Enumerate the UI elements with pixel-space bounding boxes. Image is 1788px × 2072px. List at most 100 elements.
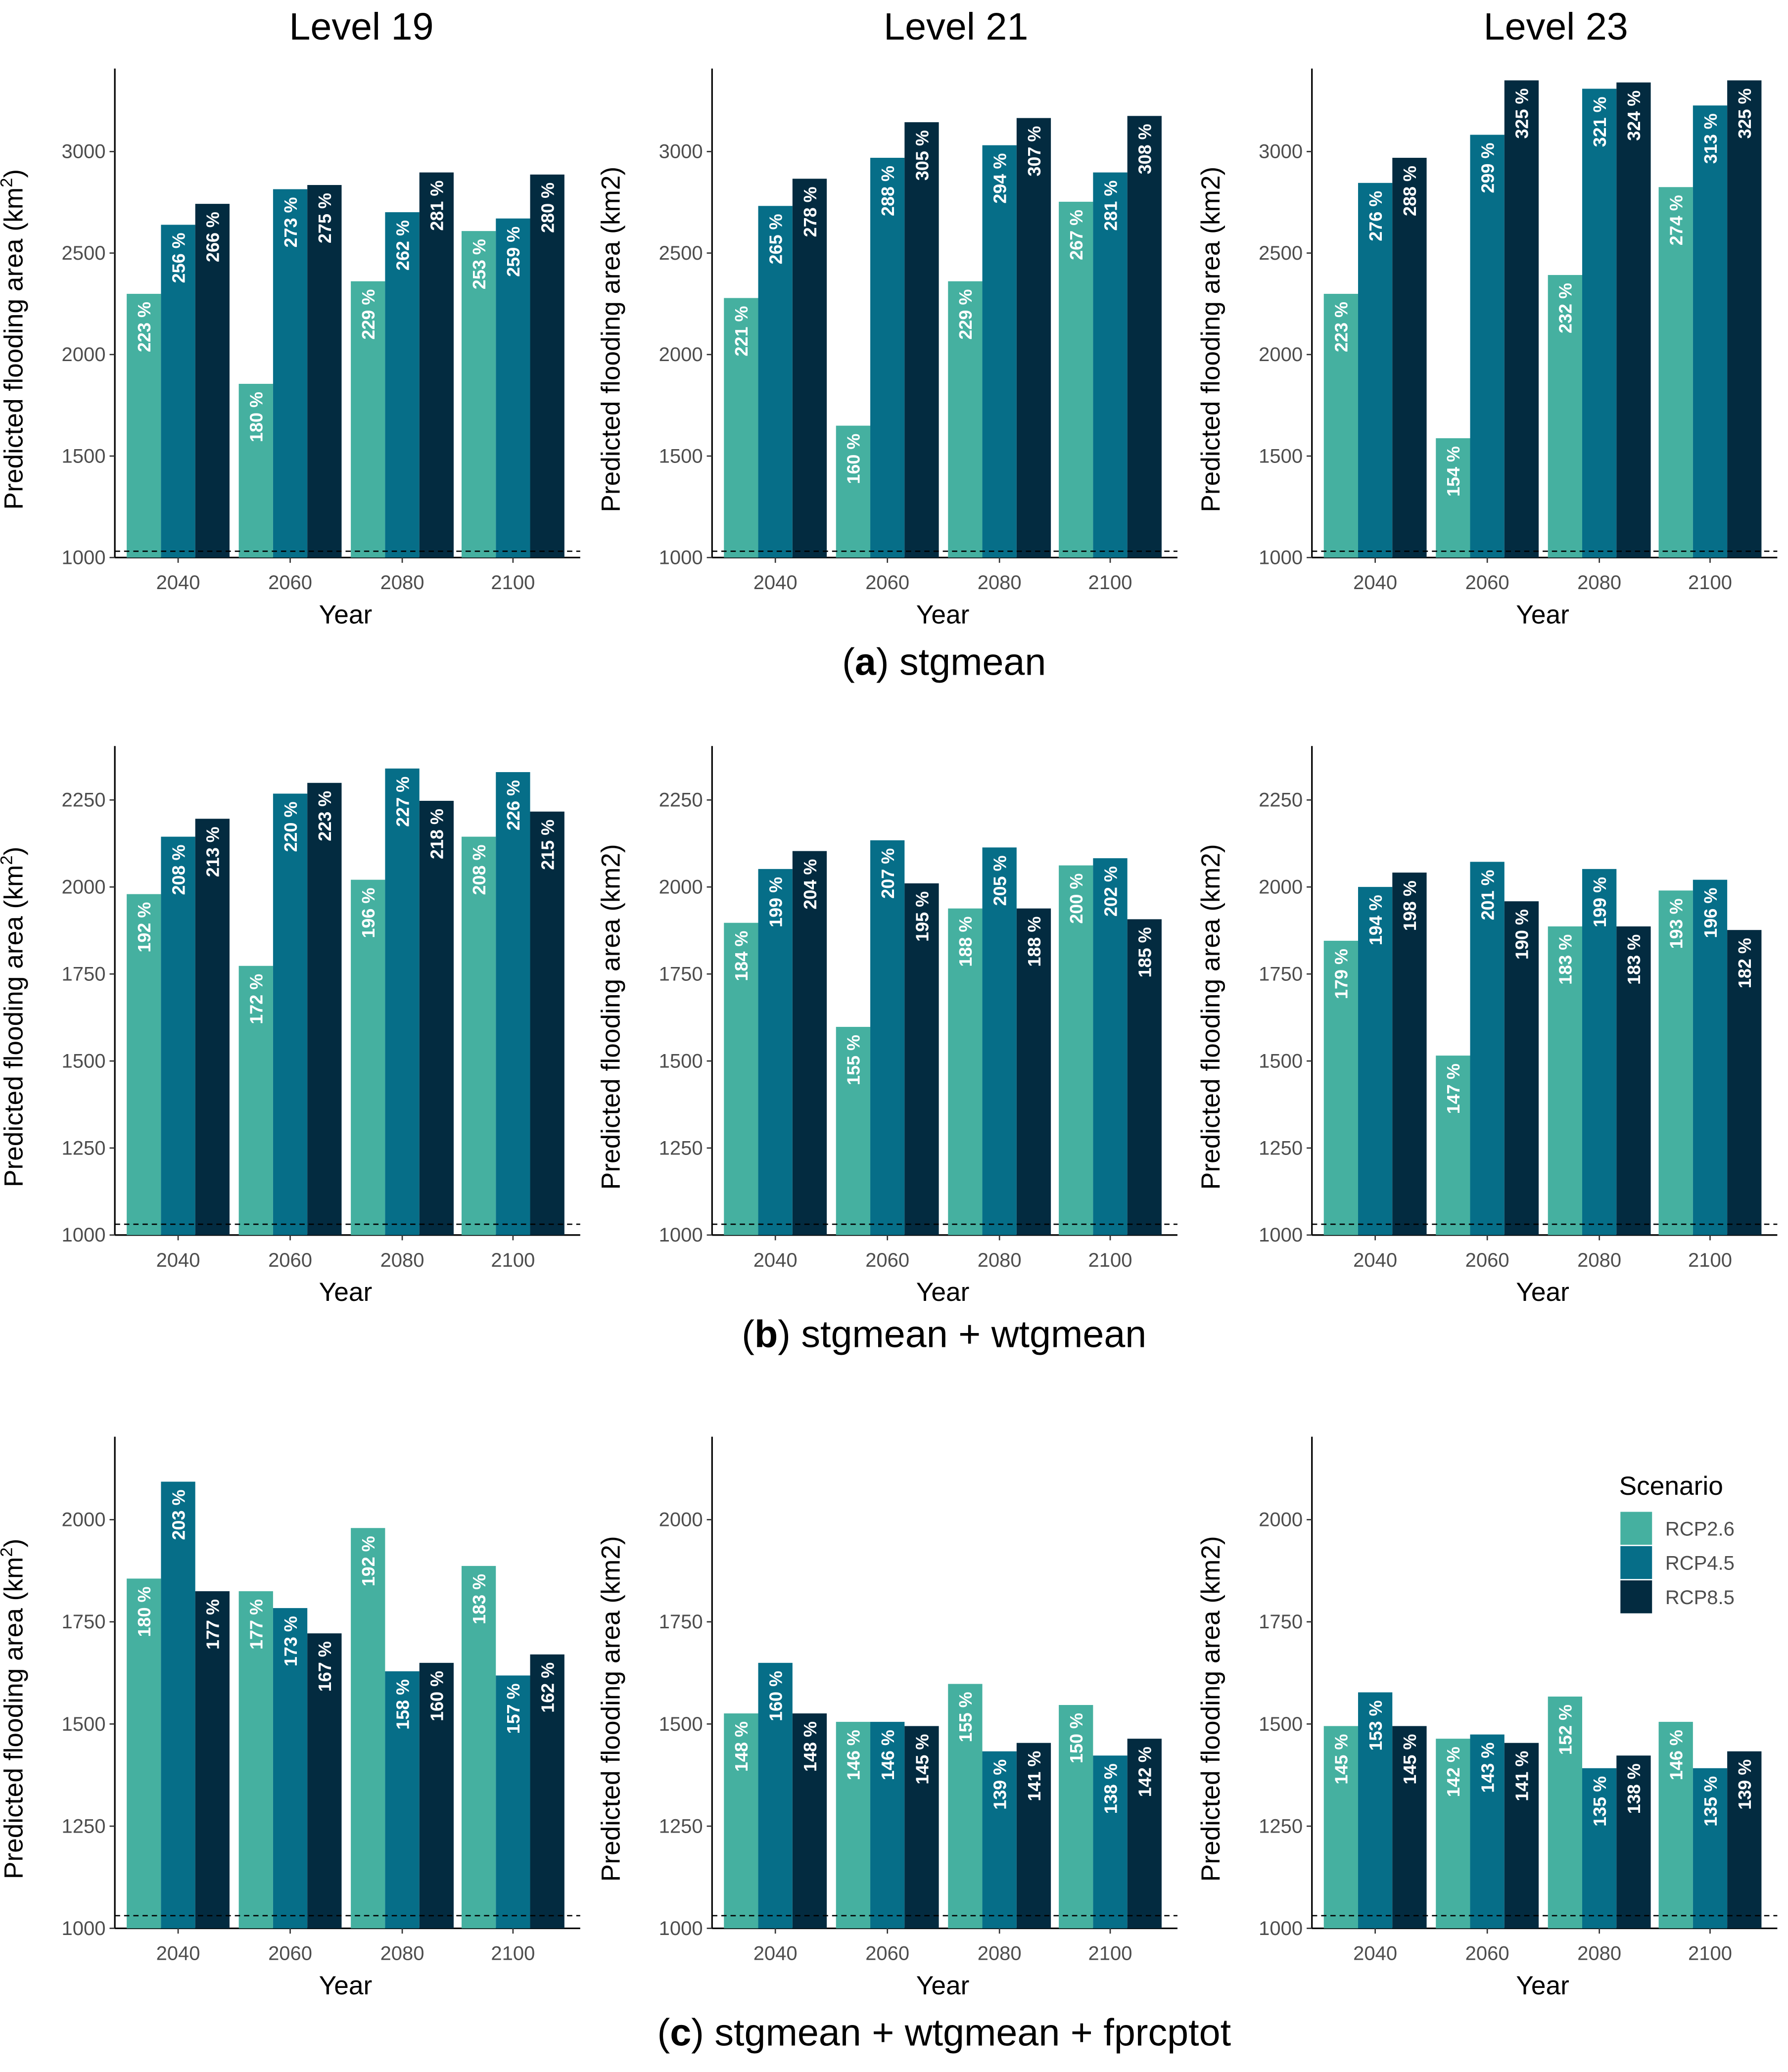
- legend-label: RCP2.6: [1665, 1518, 1735, 1540]
- panel: 1000 1250 1500 1750 2000 2250 2040 184 % 199 % 20…: [597, 746, 1177, 1307]
- y-axis-title: Predicted flooding area (km2): [597, 167, 626, 512]
- x-tick-label: 2080: [978, 1249, 1022, 1271]
- bar-rcp2-6: [238, 383, 273, 558]
- row-caption: (c) stgmean + wtgmean + fprcptot: [657, 2012, 1231, 2054]
- caption-text: stgmean + wtgmean: [791, 1313, 1146, 1355]
- bar-rcp8-5: [792, 1713, 827, 1929]
- y-tick-label: 2000: [62, 344, 106, 366]
- bar-data-label: 142 %: [1443, 1747, 1463, 1797]
- bar-rcp2-6: [1059, 865, 1093, 1235]
- bar-data-label: 294 %: [990, 153, 1010, 204]
- bar-rcp8-5: [1127, 1739, 1162, 1929]
- x-tick-label: 2080: [380, 1249, 424, 1271]
- y-tick-label: 2250: [62, 789, 106, 811]
- bar-rcp8-5: [195, 204, 230, 558]
- y-tick-label: 2500: [1259, 242, 1303, 264]
- bar-data-label: 148 %: [800, 1721, 820, 1772]
- bar-rcp4-5: [1470, 135, 1505, 558]
- bar-data-label: 153 %: [1365, 1700, 1386, 1750]
- bar-rcp2-6: [1548, 275, 1583, 558]
- bar-data-label: 281 %: [427, 181, 447, 231]
- bar-rcp2-6: [1548, 926, 1583, 1235]
- bar-data-label: 192 %: [134, 902, 154, 953]
- bar-data-label: 141 %: [1024, 1751, 1044, 1801]
- bar-data-label: 135 %: [1700, 1776, 1721, 1827]
- bar-rcp2-6: [461, 836, 496, 1235]
- bar-data-label: 185 %: [1135, 927, 1155, 977]
- bar-rcp4-5: [273, 1608, 308, 1929]
- caption-text: stgmean + wtgmean + fprcptot: [704, 2012, 1231, 2054]
- x-axis-title: Year: [319, 1278, 373, 1307]
- y-tick-label: 1500: [659, 1050, 703, 1072]
- bar-data-label: 155 %: [844, 1035, 864, 1085]
- bar-data-label: 183 %: [469, 1574, 489, 1624]
- bar-data-label: 232 %: [1555, 283, 1576, 333]
- bar-data-label: 229 %: [358, 289, 378, 340]
- bar-rcp4-5: [1582, 869, 1617, 1235]
- x-tick-label: 2040: [1353, 572, 1397, 594]
- y-axis-title: Predicted flooding area (km2): [0, 847, 29, 1188]
- y-tick-label: 3000: [62, 141, 106, 163]
- bar-data-label: 223 %: [315, 791, 335, 841]
- bar-rcp4-5: [1093, 172, 1128, 558]
- x-tick-label: 2100: [1088, 1942, 1132, 1964]
- x-axis-title: Year: [916, 1278, 970, 1307]
- bar-rcp4-5: [758, 206, 793, 558]
- bar-rcp2-6: [948, 281, 983, 558]
- bar-rcp4-5: [273, 793, 308, 1235]
- y-tick-label: 1250: [1259, 1815, 1303, 1837]
- row-caption: (b) stgmean + wtgmean: [742, 1313, 1146, 1355]
- x-tick-label: 2060: [268, 1942, 312, 1964]
- bar-data-label: 196 %: [1700, 888, 1721, 938]
- bar-data-label: 146 %: [1666, 1730, 1687, 1780]
- bar-data-label: 229 %: [955, 289, 976, 340]
- y-tick-label: 1000: [1259, 1918, 1303, 1939]
- bar-rcp4-5: [870, 840, 905, 1235]
- bar-rcp8-5: [1616, 1755, 1651, 1929]
- bar-data-label: 299 %: [1477, 142, 1498, 193]
- bar-rcp2-6: [724, 1713, 758, 1929]
- bar-data-label: 256 %: [168, 232, 188, 283]
- bar-data-label: 266 %: [203, 212, 223, 262]
- bar-data-label: 273 %: [281, 197, 301, 247]
- bar-rcp8-5: [307, 783, 342, 1235]
- y-tick-label: 1000: [1259, 1224, 1303, 1246]
- bar-data-label: 253 %: [469, 239, 489, 289]
- x-tick-label: 2080: [978, 1942, 1022, 1964]
- bar-data-label: 145 %: [1400, 1734, 1420, 1785]
- x-tick-label: 2060: [1465, 1249, 1509, 1271]
- panel: 1000 1500 2000 2500 3000 2040 223 % 276 % 288 % 2…: [1196, 68, 1778, 629]
- bar-rcp2-6: [1436, 1056, 1470, 1235]
- bar-data-label: 305 %: [912, 130, 932, 181]
- legend: Scenario RCP2.6 RCP4.5 RCP8.5: [1619, 1472, 1735, 1613]
- x-tick-label: 2040: [156, 1249, 200, 1271]
- bar-rcp4-5: [1358, 1692, 1393, 1929]
- bar-data-label: 195 %: [912, 891, 932, 942]
- bar-rcp4-5: [1470, 862, 1505, 1235]
- bar-data-label: 145 %: [1331, 1734, 1352, 1785]
- x-tick-label: 2080: [380, 1942, 424, 1964]
- bar-data-label: 180 %: [246, 392, 267, 442]
- bar-rcp8-5: [1616, 926, 1651, 1235]
- x-tick-label: 2040: [753, 1942, 798, 1964]
- caption-paren-close: ): [691, 2012, 704, 2054]
- y-tick-label: 1250: [1259, 1137, 1303, 1159]
- bar-rcp2-6: [351, 1528, 385, 1929]
- y-tick-label: 1500: [62, 445, 106, 467]
- bar-rcp4-5: [496, 218, 530, 558]
- y-tick-label: 1000: [1259, 547, 1303, 569]
- bar-data-label: 183 %: [1555, 934, 1576, 985]
- bar-data-label: 135 %: [1590, 1776, 1610, 1827]
- bar-data-label: 139 %: [990, 1759, 1010, 1810]
- bar-data-label: 194 %: [1365, 895, 1386, 945]
- y-tick-label: 1500: [62, 1050, 106, 1072]
- bar-rcp8-5: [1392, 873, 1427, 1235]
- bar-rcp2-6: [238, 966, 273, 1235]
- y-tick-label: 1000: [62, 1224, 106, 1246]
- bar-rcp8-5: [1016, 118, 1051, 558]
- bar-rcp2-6: [1436, 1739, 1470, 1929]
- bar-data-label: 139 %: [1735, 1759, 1755, 1810]
- y-tick-label: 2000: [62, 1509, 106, 1531]
- x-tick-label: 2080: [1577, 1942, 1621, 1964]
